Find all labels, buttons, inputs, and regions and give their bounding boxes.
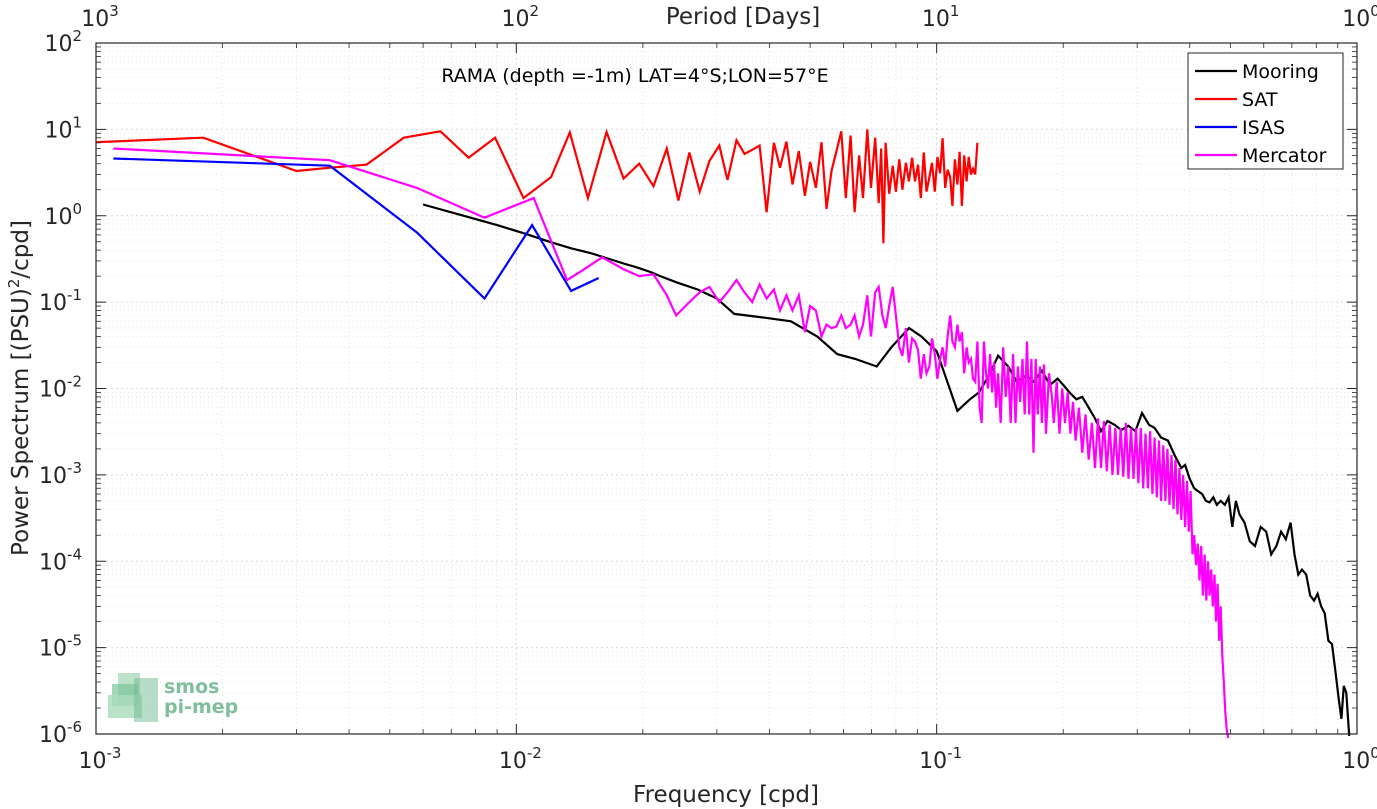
x-tick-labels: 10-3 10-2 10-1 100 (79, 744, 1377, 774)
series-layer (95, 128, 1351, 739)
smos-pimep-logo: smos pi-mep (108, 673, 238, 722)
y-tick-labels: 10-6 10-5 10-4 10-3 10-2 10-1 100 101 102 (39, 27, 82, 748)
y-tick-label: 10-1 (39, 286, 82, 316)
legend-label-isas: ISAS (1242, 117, 1285, 139)
logo-text-pimep: pi-mep (164, 696, 238, 718)
y-tick-label: 10-5 (39, 632, 82, 662)
y-tick-label: 100 (44, 200, 82, 230)
y-tick-label: 10-4 (39, 545, 82, 575)
chart-title: RAMA (depth =-1m) LAT=4°S;LON=57°E (441, 65, 828, 87)
legend-label-mooring: Mooring (1242, 61, 1319, 83)
legend-label-sat: SAT (1242, 89, 1278, 111)
axis-ticks (95, 42, 1358, 735)
legend-box (1187, 52, 1344, 170)
x-tick-label: 10-1 (919, 744, 962, 774)
x2-tick-label: 103 (81, 2, 119, 32)
y-tick-label: 10-2 (39, 373, 82, 403)
x2-axis-label: Period [Days] (666, 4, 820, 30)
y-axis-label-main: Power Spectrum [(PSU) (8, 288, 34, 556)
y-tick-label: 102 (44, 27, 82, 57)
series-line-mercator (113, 147, 1230, 739)
legend-label-mercator: Mercator (1242, 145, 1327, 167)
x-axis-label: Frequency [cpd] (633, 782, 819, 808)
legend: Mooring SAT ISAS Mercator (1187, 52, 1344, 170)
y-axis-label-suffix: /cpd] (8, 220, 34, 279)
x2-tick-label: 101 (922, 2, 960, 32)
y-axis-label: Power Spectrum [(PSU)2/cpd] (5, 220, 34, 556)
y-tick-label: 10-3 (39, 459, 82, 489)
series-line-sat (95, 128, 979, 244)
x2-tick-labels: 103 102 101 100 (81, 2, 1377, 32)
y-axis-label-sup: 2 (5, 279, 23, 289)
x2-tick-label: 102 (502, 2, 540, 32)
x2-tick-label: 100 (1342, 2, 1377, 32)
y-tick-label: 101 (44, 113, 82, 143)
x-tick-label: 10-2 (499, 744, 542, 774)
y-tick-label: 10-6 (39, 718, 82, 748)
x-tick-label: 100 (1342, 744, 1377, 774)
series-line-isas (113, 157, 600, 301)
logo-mark-side (134, 678, 158, 722)
logo-mark-front (108, 695, 142, 718)
x-tick-label: 10-3 (79, 744, 122, 774)
logo-text-smos: smos (164, 676, 219, 698)
